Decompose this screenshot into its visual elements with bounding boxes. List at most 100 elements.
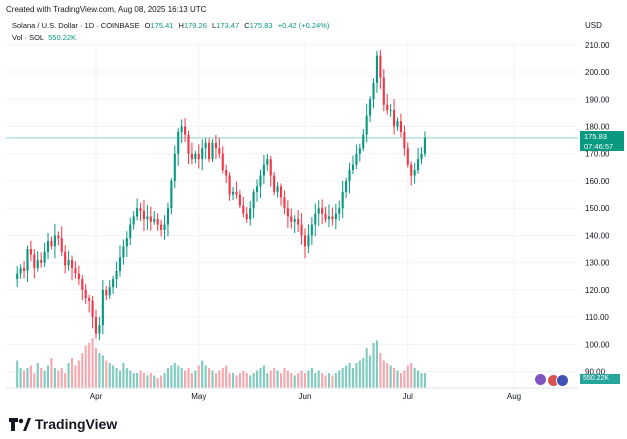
candle-body: [372, 82, 375, 100]
y-tick-label: 90.00: [585, 368, 606, 377]
symbol-title[interactable]: Solana / U.S. Dollar · 1D · COINBASE: [12, 21, 140, 30]
candle-body: [314, 213, 317, 225]
volume-bar: [423, 373, 426, 388]
volume-bar: [122, 363, 125, 388]
candle-body: [242, 205, 245, 214]
us-flag-icon-2[interactable]: [556, 374, 569, 387]
candle-body: [197, 153, 200, 160]
symbol-legend: Solana / U.S. Dollar · 1D · COINBASE O 17…: [12, 21, 329, 30]
dividend-event-icon[interactable]: [535, 374, 546, 385]
candle-body: [118, 257, 122, 271]
candle-body: [266, 159, 269, 165]
y-tick-label: 170.00: [585, 150, 610, 159]
candle-body: [125, 238, 128, 247]
volume-bar: [259, 368, 262, 388]
y-tick-label: 110.00: [585, 313, 609, 322]
currency-label[interactable]: USD: [585, 21, 602, 30]
candle-body: [160, 224, 163, 231]
volume-bar: [372, 343, 375, 388]
candle-body: [149, 216, 152, 222]
volume-bar: [420, 373, 423, 388]
volume-bar: [279, 373, 283, 388]
volume-bar: [375, 340, 379, 388]
close-value: 175.83: [249, 21, 273, 30]
volume-bar: [235, 375, 238, 388]
candle-body: [36, 259, 39, 269]
candle-body: [300, 224, 303, 236]
volume-bar: [156, 378, 159, 388]
volume-bar: [417, 370, 420, 388]
volume-bar: [40, 368, 43, 388]
candle-body: [132, 216, 135, 225]
candle-body: [255, 186, 259, 192]
candle-body: [252, 191, 255, 209]
candle-body: [406, 148, 409, 165]
volume-bar: [300, 370, 303, 388]
candle-body: [26, 249, 29, 271]
candle-body: [46, 240, 50, 252]
candle-body: [50, 240, 53, 247]
volume-bar: [91, 338, 94, 388]
volume-bar: [283, 368, 286, 388]
volume-bar: [307, 370, 310, 388]
volume-bar: [369, 355, 372, 388]
candle-body: [67, 259, 70, 266]
volume-bar: [273, 368, 276, 388]
candle-body: [57, 235, 60, 239]
candle-body: [228, 175, 231, 195]
candle-body: [417, 159, 420, 171]
volume-bar: [177, 365, 180, 388]
volume-bar: [146, 375, 149, 388]
volume-bar: [231, 373, 235, 388]
chart-caption: Created with TradingView.com, Aug 08, 20…: [6, 5, 207, 14]
candle-body: [324, 213, 327, 220]
volume-bar: [249, 375, 252, 388]
change-value: +0.42 (+0.24%): [277, 21, 330, 30]
candle-body: [64, 251, 67, 266]
candle-body: [358, 148, 361, 154]
candle-body: [279, 186, 283, 198]
candle-body: [173, 153, 176, 181]
high-label: H: [178, 21, 184, 30]
high-value: 179.26: [183, 21, 207, 30]
candle-body: [317, 208, 320, 214]
volume-bar: [314, 373, 317, 388]
candle-body: [369, 99, 372, 116]
volume-bar: [139, 370, 142, 388]
volume-bar: [184, 370, 187, 388]
candle-body: [94, 317, 98, 334]
volume-bar: [290, 373, 293, 388]
candle-body: [225, 170, 228, 176]
candle-body: [273, 175, 276, 192]
candle-body: [410, 164, 413, 176]
candle-body: [108, 287, 111, 296]
candle-body: [156, 219, 159, 225]
volume-bar: [327, 373, 331, 388]
volume-bar: [228, 373, 231, 388]
open-label: O: [144, 21, 151, 30]
candle-body: [293, 219, 296, 222]
volume-bar: [153, 375, 156, 388]
candle-body: [201, 148, 204, 160]
candle-body: [163, 224, 166, 231]
volume-bar: [413, 368, 416, 388]
candle-body: [396, 121, 399, 127]
candle-body: [40, 259, 43, 263]
volume-bar: [77, 360, 80, 388]
candle-body: [214, 142, 217, 149]
volume-label[interactable]: Vol · SOL: [12, 33, 45, 42]
candle-body: [122, 246, 125, 258]
candle-body: [91, 300, 94, 318]
candle-body: [170, 180, 173, 209]
volume-bar: [393, 368, 396, 388]
candle-body: [208, 142, 211, 160]
candle-body: [389, 110, 392, 112]
volume-bar: [348, 363, 351, 388]
volume-bar: [125, 368, 128, 388]
candle-body: [19, 268, 22, 274]
y-tick-label: 190.00: [585, 95, 610, 104]
bar-countdown: 07:46:57: [584, 141, 614, 151]
volume-bar: [266, 373, 269, 388]
candle-body: [382, 77, 385, 105]
